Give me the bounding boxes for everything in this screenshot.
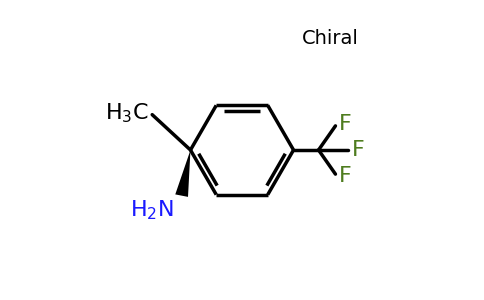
Polygon shape	[175, 150, 191, 197]
Text: H$_2$N: H$_2$N	[131, 199, 174, 222]
Text: F: F	[351, 140, 364, 160]
Text: F: F	[339, 114, 352, 134]
Text: F: F	[339, 166, 352, 186]
Text: H$_3$C: H$_3$C	[106, 101, 149, 125]
Text: Chiral: Chiral	[302, 28, 359, 48]
